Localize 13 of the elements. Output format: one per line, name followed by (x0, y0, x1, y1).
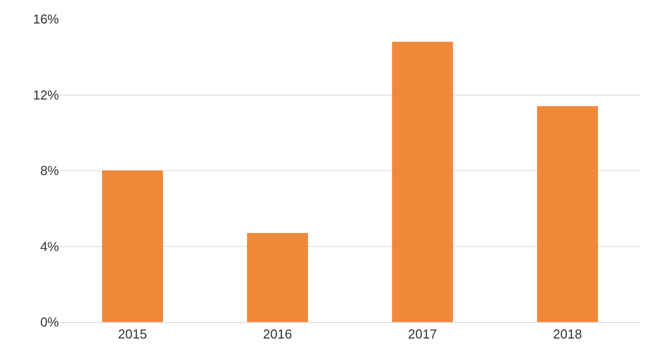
bar (537, 106, 598, 322)
x-tick-label: 2015 (118, 326, 147, 342)
y-tick-label: 8% (40, 163, 60, 178)
x-tick-label: 2016 (263, 326, 292, 342)
bar (102, 170, 163, 322)
y-tick-label: 16% (32, 12, 60, 27)
x-tick-label: 2017 (408, 326, 437, 342)
y-tick-label: 0% (40, 314, 60, 330)
x-tick-label: 2018 (553, 326, 582, 342)
y-tick-label: 4% (40, 238, 60, 254)
y-tick-label: 12% (32, 87, 60, 102)
bar (247, 232, 308, 322)
bar (392, 42, 453, 322)
